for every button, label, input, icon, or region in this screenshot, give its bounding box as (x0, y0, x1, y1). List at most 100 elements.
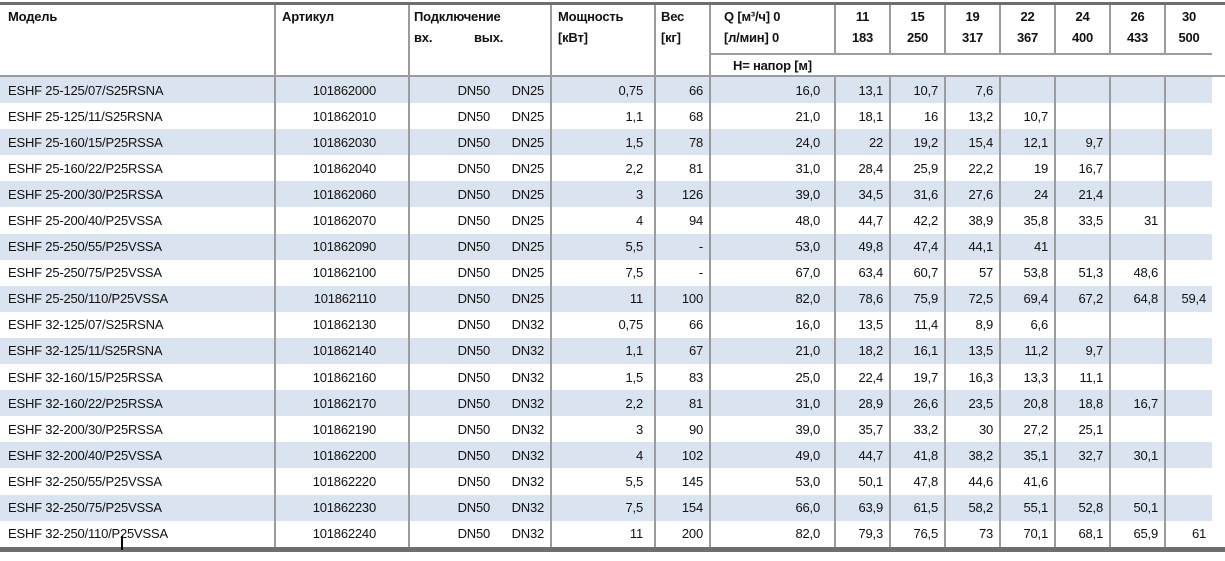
cell-head-value: 35,8 (1001, 207, 1056, 234)
cell-head-value: 41 (1001, 233, 1056, 260)
cell-article: 101862070 (276, 207, 410, 234)
header-spacer (276, 55, 410, 75)
cell-head-value (1166, 103, 1212, 129)
cell-outlet: DN32 (511, 447, 545, 463)
cell-inlet: DN50 (457, 134, 491, 150)
cell-head-value: 13,1 (836, 77, 891, 104)
table-row: ESHF 25-200/40/P25VSSA 101862070 DN50 DN… (0, 207, 1212, 234)
table-row: ESHF 32-200/40/P25VSSA 101862200 DN50 DN… (0, 442, 1212, 469)
cell-head-value (1166, 442, 1212, 468)
cell-head-value (1166, 416, 1212, 442)
cell-head-value: 51,3 (1056, 259, 1111, 286)
table-row: ESHF 32-200/30/P25RSSA 101862190 DN50 DN… (0, 416, 1212, 443)
cell-power: 0,75 (552, 311, 656, 338)
col-header-flow-point: 24 400 (1056, 5, 1111, 55)
cell-head-value: 60,7 (891, 259, 946, 286)
cell-inlet: DN50 (457, 447, 491, 463)
cell-article: 101862230 (276, 494, 410, 521)
cell-head-value: 35,1 (1001, 442, 1056, 469)
cell-head-q0: 24,0 (711, 129, 836, 156)
cell-head-values: 39,0 34,5 31,6 27,6 24 21,4 (711, 181, 1212, 208)
cell-model: ESHF 25-125/11/S25RSNA (0, 103, 276, 130)
col-header-flow-m3h-label: Q [м³/ч] 0 (724, 9, 781, 24)
cell-head-q0: 82,0 (711, 285, 836, 312)
cell-power: 3 (552, 416, 656, 443)
cell-head-value: 7,6 (946, 77, 1001, 104)
cell-head-value (1111, 233, 1166, 260)
cell-inlet: DN50 (457, 265, 491, 281)
cell-head-value (1056, 77, 1111, 104)
cell-power: 1,5 (552, 364, 656, 391)
cell-outlet: DN32 (511, 421, 545, 437)
cell-head-value: 10,7 (1001, 103, 1056, 130)
cell-power: 1,5 (552, 129, 656, 156)
cell-head-value (1111, 468, 1166, 495)
col-header-flow-point: 22 367 (1001, 5, 1056, 55)
table-row: ESHF 25-125/07/S25RSNA 101862000 DN50 DN… (0, 77, 1212, 104)
cell-head-value: 48,6 (1111, 259, 1166, 286)
cell-head-value: 12,1 (1001, 129, 1056, 156)
col-header-model-label: Модель (8, 9, 58, 24)
cell-connection: DN50 DN32 (410, 311, 552, 338)
table-bottom-border (0, 546, 1225, 552)
cell-outlet: DN32 (511, 526, 545, 542)
col-header-outlet-label: вых. (474, 30, 504, 45)
cell-head-value (1111, 103, 1166, 130)
cell-inlet: DN50 (457, 500, 491, 516)
cell-head-values: 16,0 13,1 10,7 7,6 (711, 77, 1212, 104)
cell-connection: DN50 DN25 (410, 285, 552, 312)
text-cursor (121, 536, 123, 550)
cell-head-value (1166, 468, 1212, 494)
cell-head-values: 49,0 44,7 41,8 38,2 35,1 32,7 30,1 (711, 442, 1212, 469)
header-bottom-border (0, 75, 1225, 77)
cell-head-value: 63,9 (836, 494, 891, 521)
col-header-connection: Подключение вх. вых. (410, 5, 552, 55)
cell-article: 101862200 (276, 442, 410, 469)
cell-head-value: 65,9 (1111, 520, 1166, 547)
cell-head-value: 26,6 (891, 390, 946, 417)
cell-head-value: 13,5 (836, 311, 891, 338)
cell-model: ESHF 25-200/30/P25RSSA (0, 181, 276, 208)
cell-weight: 100 (656, 285, 711, 312)
cell-head-value: 38,2 (946, 442, 1001, 469)
cell-outlet: DN25 (511, 186, 545, 202)
cell-outlet: DN32 (511, 395, 545, 411)
cell-head-value: 8,9 (946, 311, 1001, 338)
cell-weight: 81 (656, 390, 711, 417)
cell-head-values: 39,0 35,7 33,2 30 27,2 25,1 (711, 416, 1212, 443)
cell-head-value: 50,1 (836, 468, 891, 495)
cell-head-value: 22,2 (946, 155, 1001, 182)
cell-head-value: 11,1 (1056, 364, 1111, 391)
cell-head-value: 20,8 (1001, 390, 1056, 417)
cell-head-value: 33,5 (1056, 207, 1111, 234)
cell-head-value: 35,7 (836, 416, 891, 443)
cell-head-value: 6,6 (1001, 311, 1056, 338)
cell-power: 1,1 (552, 337, 656, 365)
cell-head-value: 16,7 (1056, 155, 1111, 182)
cell-head-values: 53,0 49,8 47,4 44,1 41 (711, 233, 1212, 260)
cell-weight: 154 (656, 494, 711, 521)
cell-model: ESHF 32-250/55/P25VSSA (0, 468, 276, 495)
cell-article: 101862000 (276, 77, 410, 104)
cell-head-value: 70,1 (1001, 520, 1056, 547)
cell-inlet: DN50 (457, 291, 491, 307)
table-row: ESHF 25-250/55/P25VSSA 101862090 DN50 DN… (0, 233, 1212, 260)
cell-head-value: 18,8 (1056, 390, 1111, 417)
cell-head-q0: 21,0 (711, 337, 836, 365)
cell-head-value: 11,4 (891, 311, 946, 338)
cell-model: ESHF 32-200/40/P25VSSA (0, 442, 276, 469)
cell-head-value: 49,8 (836, 233, 891, 260)
cell-outlet: DN25 (511, 108, 545, 124)
cell-head-q0: 53,0 (711, 233, 836, 260)
flow-point-m3h: 11 (855, 9, 870, 24)
cell-model: ESHF 25-200/40/P25VSSA (0, 207, 276, 234)
cell-head-value (1111, 155, 1166, 182)
table-row: ESHF 25-250/75/P25VSSA 101862100 DN50 DN… (0, 259, 1212, 286)
table-row: ESHF 25-200/30/P25RSSA 101862060 DN50 DN… (0, 181, 1212, 208)
col-header-weight-label: Вес (661, 9, 685, 24)
cell-inlet: DN50 (457, 108, 491, 124)
cell-connection: DN50 DN25 (410, 129, 552, 156)
cell-head-value (1166, 260, 1212, 286)
cell-head-value: 61,5 (891, 494, 946, 521)
cell-article: 101862030 (276, 129, 410, 156)
